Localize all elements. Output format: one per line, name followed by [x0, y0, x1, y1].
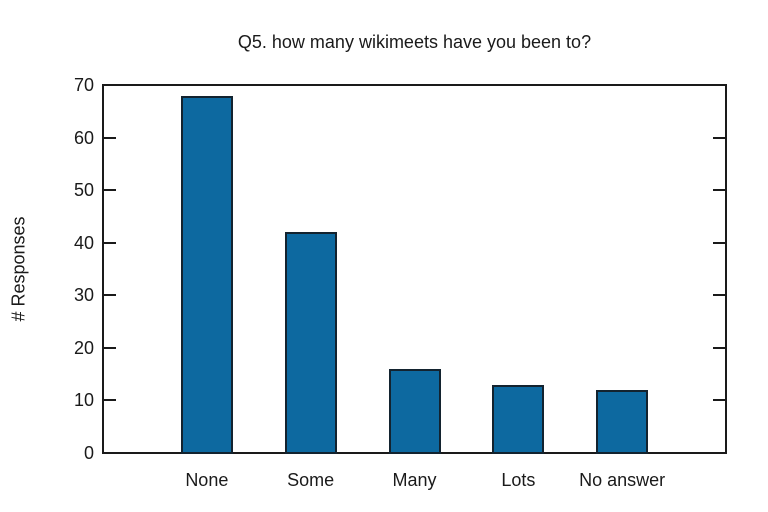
- y-tick-mark-left: [104, 189, 116, 192]
- y-tick-label: 70: [73, 75, 94, 95]
- y-tick-mark-right: [713, 136, 725, 139]
- bar-lots: [492, 385, 545, 454]
- y-tick-mark-right: [713, 346, 725, 349]
- chart-title: Q5. how many wikimeets have you been to?: [237, 32, 592, 52]
- bar-many: [388, 369, 441, 454]
- bar-some: [284, 232, 337, 454]
- y-tick-mark-right: [713, 84, 725, 86]
- x-tick-label: Many: [392, 470, 437, 490]
- bar-no-answer: [596, 390, 649, 454]
- y-tick-mark-left: [104, 136, 116, 139]
- y-tick-label: 0: [83, 443, 94, 463]
- y-tick-mark-right: [713, 294, 725, 297]
- y-tick-mark-right: [713, 241, 725, 244]
- y-tick-label: 30: [73, 285, 94, 306]
- y-tick-mark-left: [104, 399, 116, 402]
- y-tick-mark-right: [713, 399, 725, 402]
- y-tick-mark-left: [104, 452, 116, 454]
- y-tick-mark-left: [104, 241, 116, 244]
- y-tick-mark-right: [713, 452, 725, 454]
- y-tick-label: 60: [73, 127, 94, 148]
- bar-none: [180, 96, 233, 454]
- y-tick-label: 20: [73, 337, 94, 358]
- y-tick-mark-left: [104, 294, 116, 297]
- x-tick-label: Lots: [501, 470, 536, 490]
- y-tick-label: 50: [73, 180, 94, 201]
- x-tick-label: None: [185, 470, 229, 490]
- y-tick-label: 10: [73, 390, 94, 411]
- y-tick-mark-left: [104, 346, 116, 349]
- y-tick-label: 40: [73, 232, 94, 253]
- x-tick-label: Some: [287, 470, 335, 490]
- y-tick-mark-right: [713, 189, 725, 192]
- y-tick-mark-left: [104, 84, 116, 86]
- x-tick-label: No answer: [579, 470, 666, 490]
